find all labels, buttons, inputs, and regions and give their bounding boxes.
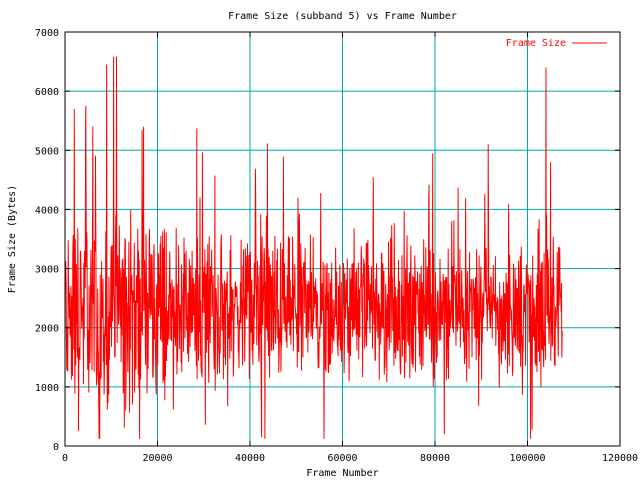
y-tick-label: 0: [53, 442, 59, 453]
x-tick-label: 60000: [327, 453, 357, 464]
x-axis-label: Frame Number: [306, 468, 378, 479]
y-tick-label: 7000: [35, 28, 59, 39]
x-tick-label: 20000: [142, 453, 172, 464]
x-tick-label: 80000: [420, 453, 450, 464]
grid-lines: [65, 32, 620, 446]
y-axis-label: Frame Size (Bytes): [7, 185, 18, 293]
y-tick-label: 5000: [35, 146, 59, 157]
x-tick-label: 40000: [235, 453, 265, 464]
y-tick-label: 1000: [35, 383, 59, 394]
y-tick-label: 4000: [35, 205, 59, 216]
y-tick-label: 3000: [35, 265, 59, 276]
chart-title: Frame Size (subband 5) vs Frame Number: [228, 11, 457, 22]
y-tick-label: 6000: [35, 87, 59, 98]
series-layer: [64, 56, 563, 439]
legend-label-frame-size: Frame Size: [506, 38, 566, 49]
x-axis-ticks: 0 20000 40000 60000 80000 100000 120000: [62, 32, 638, 464]
y-axis-ticks: 0 1000 2000 3000 4000 5000 6000 7000: [35, 28, 620, 453]
x-tick-label: 120000: [602, 453, 638, 464]
x-tick-label: 100000: [509, 453, 545, 464]
y-tick-label: 2000: [35, 324, 59, 335]
x-tick-label: 0: [62, 453, 68, 464]
legend: Frame Size: [506, 38, 607, 49]
series-line-frame-size: [64, 56, 563, 439]
